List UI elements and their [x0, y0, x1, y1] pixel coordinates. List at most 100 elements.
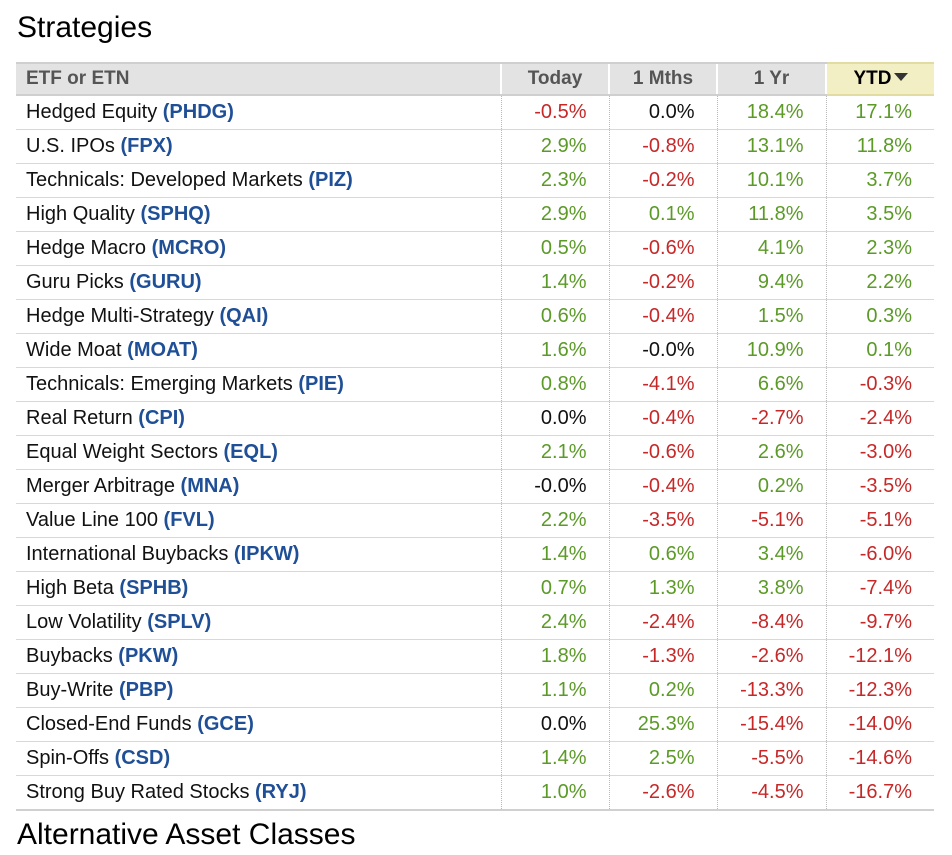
- table-row: Closed-End Funds (GCE) 0.0% 25.3% -15.4% -14…: [16, 707, 934, 742]
- etf-ticker-link[interactable]: (SPHB): [119, 577, 189, 599]
- ytd-cell: -12.1%: [825, 639, 934, 674]
- ytd-cell: -3.5%: [825, 469, 934, 504]
- col-header-ytd[interactable]: YTD: [825, 62, 934, 96]
- col-header-1m[interactable]: 1 Mths: [608, 62, 717, 96]
- etf-name: Spin-Offs: [26, 747, 109, 769]
- etf-name-cell: Guru Picks (GURU): [16, 265, 501, 300]
- etf-ticker-link[interactable]: (MCRO): [151, 237, 227, 259]
- etf-name-cell: Buybacks (PKW): [16, 639, 501, 674]
- one-year-cell: 11.8%: [716, 197, 826, 232]
- etf-name-cell: Closed-End Funds (GCE): [16, 707, 501, 742]
- ytd-cell: 2.2%: [825, 265, 934, 300]
- col-header-ytd-label: YTD: [853, 68, 892, 89]
- table-row: Strong Buy Rated Stocks (RYJ) 1.0% -2.6% -4…: [16, 775, 934, 811]
- one-year-cell: -15.4%: [716, 707, 826, 742]
- table-row: Equal Weight Sectors (EQL) 2.1% -0.6% 2.6% -…: [16, 435, 934, 470]
- one-month-cell: -0.8%: [608, 129, 717, 164]
- etf-ticker-link[interactable]: (PKW): [118, 645, 179, 667]
- etf-ticker-link[interactable]: (CPI): [138, 407, 185, 429]
- ytd-cell: 11.8%: [825, 129, 934, 164]
- today-cell: -0.0%: [500, 469, 609, 504]
- etf-name: Technicals: Emerging Markets: [26, 373, 293, 395]
- ytd-cell: 0.1%: [825, 333, 934, 368]
- etf-ticker-link[interactable]: (SPLV): [147, 611, 212, 633]
- one-year-cell: -4.5%: [716, 775, 826, 811]
- table-row: High Quality (SPHQ) 2.9% 0.1% 11.8% 3.5%: [16, 197, 934, 232]
- col-header-etf[interactable]: ETF or ETN: [16, 62, 501, 96]
- ytd-cell: -5.1%: [825, 503, 934, 538]
- etf-name: Buybacks: [26, 645, 113, 667]
- today-cell: 0.7%: [500, 571, 609, 606]
- etf-ticker-link[interactable]: (IPKW): [233, 543, 300, 565]
- table-row: Merger Arbitrage (MNA) -0.0% -0.4% 0.2% -3.5…: [16, 469, 934, 504]
- etf-name: Guru Picks: [26, 271, 124, 293]
- col-header-today[interactable]: Today: [500, 62, 609, 96]
- one-month-cell: -2.4%: [608, 605, 717, 640]
- etf-ticker-link[interactable]: (PBP): [118, 679, 174, 701]
- today-cell: 2.9%: [500, 129, 609, 164]
- one-year-cell: 2.6%: [716, 435, 826, 470]
- today-cell: 0.0%: [500, 707, 609, 742]
- one-year-cell: 10.9%: [716, 333, 826, 368]
- table-row: High Beta (SPHB) 0.7% 1.3% 3.8% -7.4%: [16, 571, 934, 606]
- etf-ticker-link[interactable]: (EQL): [223, 441, 278, 463]
- etf-name-cell: Wide Moat (MOAT): [16, 333, 501, 368]
- etf-ticker-link[interactable]: (PIZ): [308, 169, 353, 191]
- one-year-cell: 9.4%: [716, 265, 826, 300]
- one-month-cell: -0.6%: [608, 231, 717, 266]
- one-year-cell: 10.1%: [716, 163, 826, 198]
- table-row: Low Volatility (SPLV) 2.4% -2.4% -8.4% -9.7%: [16, 605, 934, 640]
- etf-ticker-link[interactable]: (PIE): [298, 373, 344, 395]
- one-month-cell: 25.3%: [608, 707, 717, 742]
- one-year-cell: -8.4%: [716, 605, 826, 640]
- etf-name: Strong Buy Rated Stocks: [26, 781, 250, 803]
- one-year-cell: -2.6%: [716, 639, 826, 674]
- one-month-cell: -0.4%: [608, 401, 717, 436]
- col-header-1y[interactable]: 1 Yr: [716, 62, 826, 96]
- etf-name-cell: High Quality (SPHQ): [16, 197, 501, 232]
- etf-ticker-link[interactable]: (SPHQ): [140, 203, 211, 225]
- etf-ticker-link[interactable]: (MNA): [180, 475, 240, 497]
- one-year-cell: -5.1%: [716, 503, 826, 538]
- today-cell: -0.5%: [500, 95, 609, 130]
- ytd-cell: -0.3%: [825, 367, 934, 402]
- one-month-cell: 1.3%: [608, 571, 717, 606]
- ytd-cell: -2.4%: [825, 401, 934, 436]
- etf-ticker-link[interactable]: (PHDG): [162, 101, 234, 123]
- ytd-cell: 0.3%: [825, 299, 934, 334]
- ytd-cell: 3.7%: [825, 163, 934, 198]
- etf-ticker-link[interactable]: (GCE): [197, 713, 254, 735]
- table-row: Buybacks (PKW) 1.8% -1.3% -2.6% -12.1%: [16, 639, 934, 674]
- ytd-cell: -3.0%: [825, 435, 934, 470]
- etf-name: High Quality: [26, 203, 135, 225]
- table-row: Technicals: Developed Markets (PIZ) 2.3% -…: [16, 163, 934, 198]
- table-row: U.S. IPOs (FPX) 2.9% -0.8% 13.1% 11.8%: [16, 129, 934, 164]
- etf-ticker-link[interactable]: (QAI): [219, 305, 269, 327]
- today-cell: 0.0%: [500, 401, 609, 436]
- etf-ticker-link[interactable]: (FPX): [120, 135, 173, 157]
- today-cell: 1.4%: [500, 537, 609, 572]
- etf-name: Wide Moat: [26, 339, 122, 361]
- etf-ticker-link[interactable]: (MOAT): [127, 339, 198, 361]
- etf-name: Closed-End Funds: [26, 713, 192, 735]
- etf-name: Low Volatility: [26, 611, 142, 633]
- today-cell: 1.0%: [500, 775, 609, 811]
- table-row: Guru Picks (GURU) 1.4% -0.2% 9.4% 2.2%: [16, 265, 934, 300]
- table-row: Hedged Equity (PHDG) -0.5% 0.0% 18.4% 17.1%: [16, 95, 934, 130]
- etf-ticker-link[interactable]: (RYJ): [255, 781, 307, 803]
- one-year-cell: 18.4%: [716, 95, 826, 130]
- etf-ticker-link[interactable]: (FVL): [163, 509, 215, 531]
- etf-name-cell: Real Return (CPI): [16, 401, 501, 436]
- ytd-cell: -14.6%: [825, 741, 934, 776]
- etf-ticker-link[interactable]: (CSD): [114, 747, 171, 769]
- table-row: Real Return (CPI) 0.0% -0.4% -2.7% -2.4%: [16, 401, 934, 436]
- one-year-cell: 0.2%: [716, 469, 826, 504]
- today-cell: 1.4%: [500, 265, 609, 300]
- one-month-cell: -0.4%: [608, 469, 717, 504]
- today-cell: 2.2%: [500, 503, 609, 538]
- ytd-cell: -7.4%: [825, 571, 934, 606]
- one-year-cell: 6.6%: [716, 367, 826, 402]
- table-row: Value Line 100 (FVL) 2.2% -3.5% -5.1% -5.1%: [16, 503, 934, 538]
- etf-ticker-link[interactable]: (GURU): [129, 271, 202, 293]
- one-month-cell: 2.5%: [608, 741, 717, 776]
